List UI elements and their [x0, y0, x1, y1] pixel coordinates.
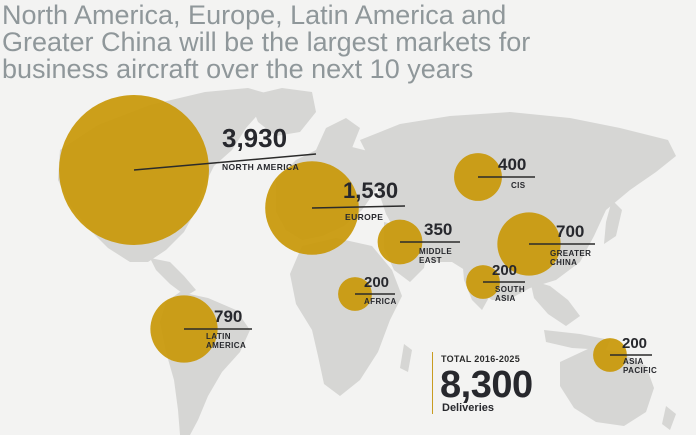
- cis-name-line-1: CIS: [511, 181, 526, 190]
- south-asia-value: 200: [492, 262, 517, 279]
- leader-lines: [133, 153, 652, 356]
- europe-leader-line: [311, 205, 406, 209]
- central-america-landmass: [150, 258, 196, 296]
- south-asia-name-line-2: ASIA: [495, 294, 516, 303]
- scandinavia-landmass: [316, 118, 360, 156]
- indonesia-landmass: [544, 330, 610, 350]
- greater-china-name-line-1: GREATER: [550, 249, 591, 258]
- europe-value: 1,530: [343, 178, 398, 203]
- new-zealand-landmass: [662, 406, 676, 430]
- latin-america-name-line-2: AMERICA: [206, 341, 246, 350]
- headline-line-2: Greater China will be the largest market…: [2, 27, 531, 57]
- south-asia-name-line-1: SOUTH: [495, 285, 525, 294]
- headline-line-3: business aircraft over the next 10 years: [2, 54, 474, 84]
- market-labels: 3,930 NORTH AMERICA 1,530 EUROPE 400 CIS 350 MI…: [206, 123, 657, 375]
- total-box: TOTAL 2016-2025 8,300 Deliveries: [432, 352, 573, 414]
- greater-china-value: 700: [556, 222, 584, 241]
- cis-value: 400: [498, 155, 526, 174]
- north-america-leader-line: [133, 153, 317, 171]
- total-label: TOTAL 2016-2025: [441, 354, 521, 364]
- latin-america-name-line-1: LATIN: [206, 332, 231, 341]
- north-america-name-line-1: NORTH AMERICA: [222, 162, 299, 172]
- asia-pacific-name-line-1: ASIA: [623, 357, 644, 366]
- greater-china-name-line-2: CHINA: [550, 258, 577, 267]
- middle-east-value: 350: [424, 220, 452, 239]
- australia-landmass: [560, 348, 654, 426]
- madagascar-landmass: [400, 344, 412, 372]
- asia-landmass: [360, 112, 676, 300]
- middle-east-name-line-2: EAST: [419, 256, 442, 265]
- japan-landmass: [604, 200, 622, 244]
- asia-pacific-name-line-2: PACIFIC: [623, 366, 657, 375]
- greenland-landmass: [248, 88, 316, 136]
- africa-value: 200: [364, 274, 389, 291]
- headline: North America, Europe, Latin America and…: [2, 2, 662, 83]
- europe-name-line-1: EUROPE: [345, 212, 383, 222]
- headline-line-1: North America, Europe, Latin America and: [2, 0, 507, 30]
- total-unit: Deliveries: [442, 402, 494, 414]
- southeast-asia-landmass: [530, 280, 580, 326]
- africa-landmass: [290, 238, 402, 396]
- market-markers: [59, 95, 627, 372]
- middle-east-name-line-1: MIDDLE: [419, 247, 452, 256]
- total-value: 8,300: [440, 364, 533, 406]
- africa-name-line-1: AFRICA: [364, 297, 397, 306]
- asia-pacific-value: 200: [622, 335, 647, 352]
- north-america-value: 3,930: [222, 123, 287, 153]
- latin-america-value: 790: [214, 307, 242, 326]
